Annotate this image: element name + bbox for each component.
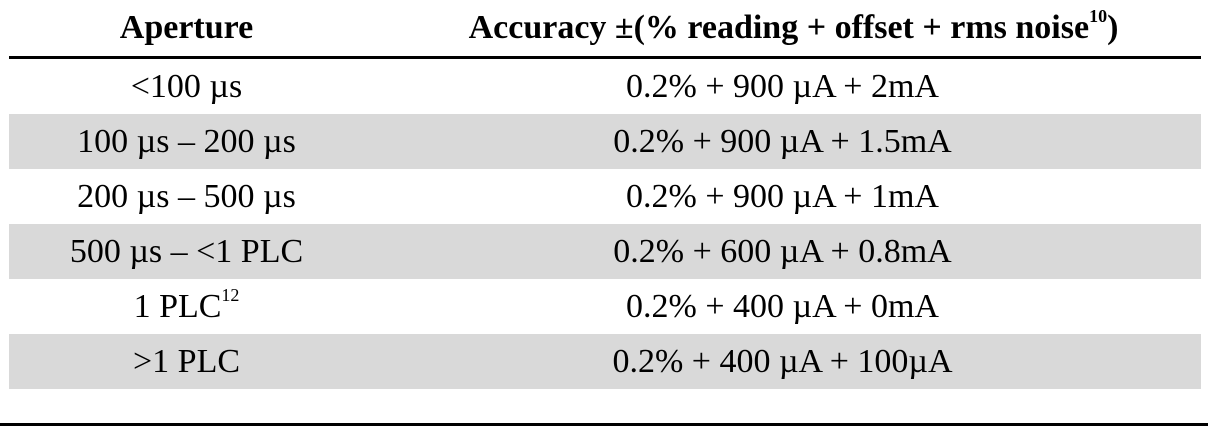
- aperture-cell: 200 µs – 500 µs: [9, 169, 364, 224]
- table-row: 1 PLC12 0.2% + 400 µA + 0mA: [9, 279, 1201, 334]
- aperture-value: <100 µs: [130, 68, 243, 105]
- table-row: 200 µs – 500 µs 0.2% + 900 µA + 1mA: [9, 169, 1201, 224]
- header-accuracy: Accuracy ±(% reading + offset + rms nois…: [375, 0, 1208, 56]
- aperture-value: 200 µs – 500 µs: [77, 178, 296, 215]
- aperture-value: 500 µs – <1 PLC: [69, 233, 304, 270]
- aperture-cell: 500 µs – <1 PLC: [9, 224, 364, 279]
- table-row: <100 µs 0.2% + 900 µA + 2mA: [9, 59, 1201, 114]
- accuracy-cell: 0.2% + 900 µA + 1mA: [626, 178, 939, 215]
- table-row: >1 PLC 0.2% + 400 µA + 100µA: [9, 334, 1201, 389]
- accuracy-cell: 0.2% + 900 µA + 2mA: [626, 68, 939, 105]
- table-row: 100 µs – 200 µs 0.2% + 900 µA + 1.5mA: [9, 114, 1201, 169]
- header-accuracy-text: Accuracy ±(% reading + offset + rms nois…: [468, 9, 1090, 46]
- accuracy-cell: 0.2% + 600 µA + 0.8mA: [613, 233, 952, 270]
- table-header: Aperture Accuracy ±(% reading + offset +…: [9, 0, 1201, 59]
- aperture-cell: <100 µs: [9, 59, 364, 114]
- accuracy-cell: 0.2% + 400 µA + 0mA: [626, 288, 939, 325]
- aperture-value: >1 PLC: [132, 343, 241, 380]
- header-accuracy-footnote: 10: [1089, 5, 1108, 26]
- aperture-value: 1 PLC: [133, 288, 222, 325]
- aperture-footnote: 12: [221, 284, 240, 305]
- aperture-cell: >1 PLC: [9, 334, 364, 389]
- table-row: 500 µs – <1 PLC 0.2% + 600 µA + 0.8mA: [9, 224, 1201, 279]
- aperture-cell: 100 µs – 200 µs: [9, 114, 364, 169]
- header-accuracy-close: ): [1107, 9, 1119, 46]
- aperture-cell: 1 PLC12: [9, 279, 364, 334]
- aperture-value: 100 µs – 200 µs: [77, 123, 296, 160]
- accuracy-cell: 0.2% + 900 µA + 1.5mA: [613, 123, 952, 160]
- header-aperture: Aperture: [119, 9, 254, 46]
- table-bottom-rule: [0, 423, 1208, 426]
- accuracy-table: Aperture Accuracy ±(% reading + offset +…: [9, 0, 1201, 389]
- accuracy-cell: 0.2% + 400 µA + 100µA: [612, 343, 953, 380]
